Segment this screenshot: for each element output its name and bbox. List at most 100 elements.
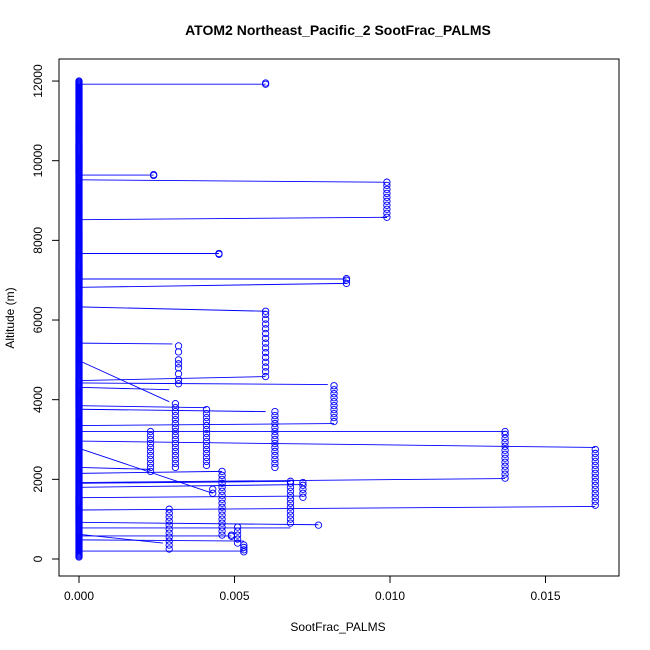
y-tick-label: 4000 [31,386,45,413]
connector-lines [78,83,596,552]
y-tick-label: 2000 [31,466,45,493]
connector-line [78,376,266,382]
data-point [591,489,599,497]
y-tick-label: 12000 [31,64,45,98]
data-point [146,467,155,476]
connector-line [78,466,151,470]
data-point [330,390,338,398]
data-point [501,454,509,462]
data-points [75,77,599,561]
data-point [146,447,155,456]
data-point [261,363,270,371]
data-point [146,443,155,452]
data-point [171,435,180,444]
data-point [218,467,226,476]
data-point [202,433,211,442]
data-point [261,320,270,328]
data-point [271,407,279,416]
data-point [171,439,180,448]
data-point [286,511,295,519]
x-axis: 0.000 0.005 0.010 0.015 [64,575,561,603]
y-axis: 0 2000 4000 6000 8000 10000 12000 [31,64,60,562]
data-point [286,519,295,527]
data-point [202,445,211,454]
data-point [299,481,307,489]
data-point [171,431,180,440]
x-axis-label: SootFrac_PALMS [290,620,385,634]
connector-line [78,405,207,409]
data-point [174,360,183,368]
data-point [202,417,211,426]
data-point [330,398,338,406]
data-point [271,447,279,456]
data-point [174,342,183,350]
data-point [286,479,295,487]
data-point [202,429,211,438]
y-tick-label: 0 [31,555,45,562]
data-point [218,495,226,503]
data-point [261,372,270,381]
connector-line [78,282,347,288]
data-point [202,409,211,418]
data-point [330,405,338,414]
data-point [233,527,242,535]
data-point [591,457,599,466]
data-point [171,451,180,460]
data-point [501,466,509,474]
data-point [171,403,180,412]
data-point [286,495,295,503]
data-point [330,394,338,402]
data-point [271,431,279,440]
data-point [75,77,83,85]
data-point [591,449,599,458]
data-point [218,471,226,480]
data-point [165,509,173,517]
data-point [501,446,509,454]
data-point [261,329,270,338]
data-point [383,185,391,194]
data-point [209,485,217,493]
data-point [271,435,279,444]
data-point [202,441,211,450]
x-tick-label: 0.015 [530,589,560,603]
data-point [171,415,180,424]
data-point [591,485,599,493]
data-point [146,439,155,448]
y-tick-label: 6000 [31,306,45,333]
data-point [174,364,183,372]
data-point [342,279,351,288]
data-point [271,451,279,460]
connector-line [78,360,170,403]
data-point [218,531,226,539]
data-point [383,213,391,221]
data-point [202,457,211,466]
data-point [218,515,226,523]
data-point [299,489,307,497]
data-point [261,315,270,323]
data-point [271,427,279,436]
data-point [383,201,391,209]
data-point [218,511,226,519]
y-tick-label: 8000 [31,227,45,254]
data-point [501,442,509,450]
data-point [209,489,217,497]
data-point [171,443,180,452]
data-point [591,473,599,481]
data-point [202,413,211,422]
data-point [271,419,279,428]
chart-title: ATOM2 Northeast_Pacific_2 SootFrac_PALMS [185,22,491,38]
data-point [591,453,599,462]
data-point [501,427,509,436]
data-point [174,356,183,364]
data-point [271,463,279,472]
data-point [501,438,509,446]
data-point [171,459,180,468]
data-point [261,353,270,362]
data-point [286,507,295,515]
data-point [314,521,323,529]
data-point [215,249,223,258]
data-point [299,493,307,501]
x-tick-label: 0.005 [219,589,249,603]
data-point [202,421,211,430]
